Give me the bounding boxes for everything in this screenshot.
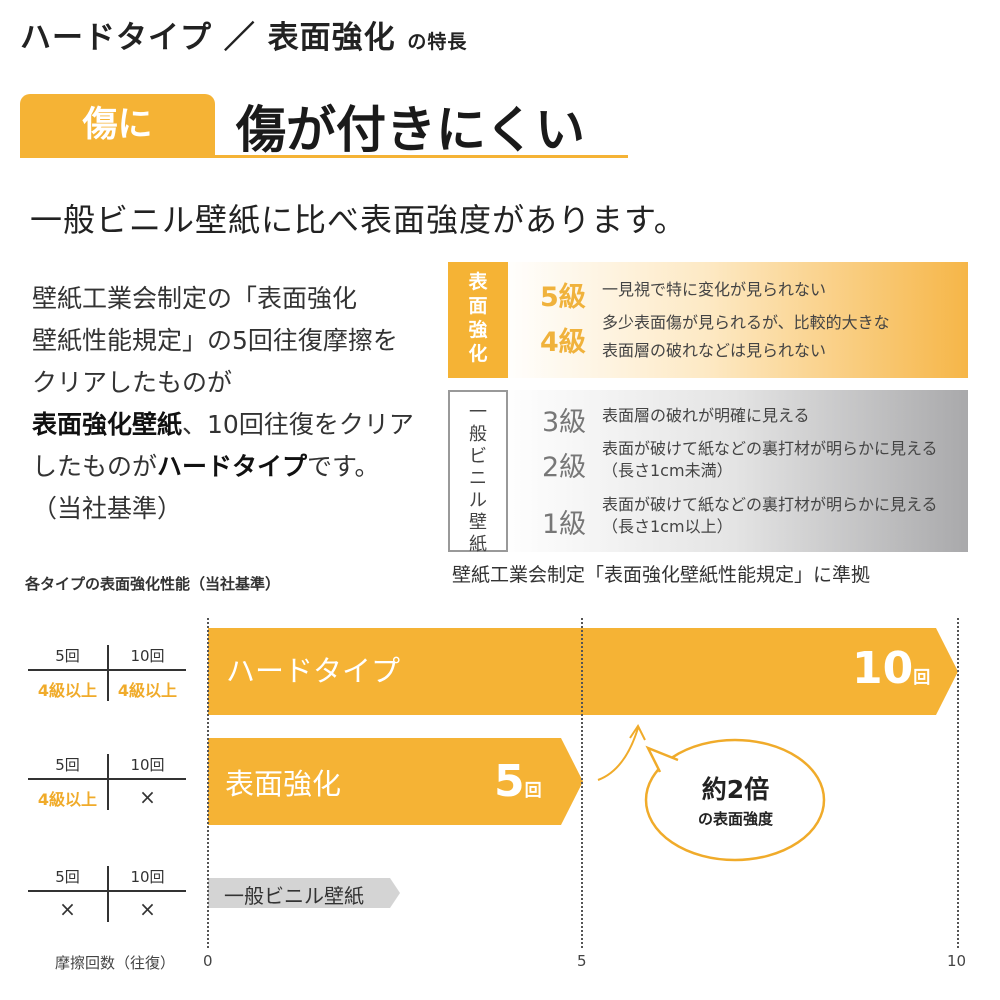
grade-1: 1級 xyxy=(542,509,587,540)
result-table-vinyl: 5回 10回 × × xyxy=(28,864,188,924)
result-table-surface: 5回 10回 4級以上 × xyxy=(28,752,188,812)
result-vinyl-5: × xyxy=(59,897,76,921)
result-surface-5: 4級以上 xyxy=(37,790,98,809)
x-axis-label: 摩擦回数（往復） xyxy=(55,954,176,972)
data-label-surface: 5回 xyxy=(494,756,542,807)
vinyl-grade-panel xyxy=(448,390,968,552)
bar-label-vinyl: 一般ビニル壁紙 xyxy=(224,884,364,908)
gridline-5 xyxy=(581,618,583,948)
bar-2 xyxy=(208,878,400,908)
tag-label: 傷に xyxy=(20,94,215,157)
description: 壁紙工業会制定の「表面強化 壁紙性能規定」の5回往復摩擦を クリアしたものが 表… xyxy=(32,284,414,523)
chart-title: 各タイプの表面強化性能（当社基準） xyxy=(25,575,281,593)
data-label-hard: 10回 xyxy=(852,643,931,694)
subtitle: 一般ビニル壁紙に比べ表面強度があります。 xyxy=(30,201,687,239)
grade-2-desc: 表面が破けて紙などの裏打材が明らかに見える （長さ1cm未満） xyxy=(602,439,938,480)
grade-3: 3級 xyxy=(542,407,587,438)
result-table-hard: 5回 10回 4級以上 4級以上 xyxy=(28,643,188,703)
bar-0 xyxy=(208,628,958,715)
heading: 傷が付きにくい xyxy=(236,101,585,159)
grade-5-desc: 一見視で特に変化が見られない xyxy=(602,280,827,299)
bar-1 xyxy=(208,738,583,825)
bubble-text: 約2倍 の表面強度 xyxy=(697,775,773,828)
grade-4-desc: 多少表面傷が見られるが、比較的大きな 表面層の破れなどは見られない xyxy=(602,313,890,360)
vinyl-label: 一般ビニル壁紙 xyxy=(448,390,508,555)
bar-label-surface: 表面強化 xyxy=(225,767,342,801)
surface-label: 表面強化 xyxy=(448,262,508,378)
grade-4: 4級 xyxy=(540,327,586,358)
arrow-curve xyxy=(597,727,639,781)
arrow-head-icon xyxy=(629,724,646,741)
surface-grade-panel xyxy=(448,262,968,378)
result-hard-10: 4級以上 xyxy=(117,681,178,700)
gridline-10 xyxy=(957,618,959,948)
bar-label-hard: ハードタイプ xyxy=(226,654,401,688)
tick-10: 10 xyxy=(947,952,967,970)
bubble-tail xyxy=(645,745,679,773)
grade-caption: 壁紙工業会制定「表面強化壁紙性能規定」に準拠 xyxy=(452,564,871,586)
tick-0: 0 xyxy=(203,952,213,970)
bubble xyxy=(644,738,826,862)
result-vinyl-10: × xyxy=(139,897,156,921)
result-hard-5: 4級以上 xyxy=(37,681,98,700)
grade-1-desc: 表面が破けて紙などの裏打材が明らかに見える （長さ1cm以上） xyxy=(602,495,938,536)
grade-5: 5級 xyxy=(540,282,586,313)
result-surface-10: × xyxy=(139,785,156,809)
grade-2: 2級 xyxy=(542,452,587,483)
grade-3-desc: 表面層の破れが明確に見える xyxy=(602,406,810,425)
page-title: ハードタイプ ／ 表面強化 の特長 xyxy=(20,20,468,56)
divider xyxy=(20,155,628,158)
gridline-0 xyxy=(207,618,209,948)
tick-5: 5 xyxy=(577,952,587,970)
